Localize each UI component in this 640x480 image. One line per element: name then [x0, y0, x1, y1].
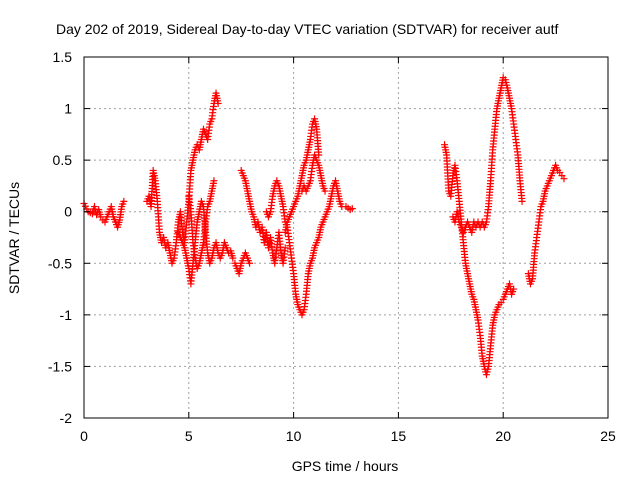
y-axis-label: SDTVAR / TECUs — [6, 182, 22, 294]
data-point-marker — [229, 254, 237, 262]
x-tick-label: 15 — [391, 428, 407, 444]
y-tick-label: -1 — [60, 307, 73, 323]
x-tick-label: 20 — [495, 428, 511, 444]
data-point-marker — [120, 197, 128, 205]
x-tick-label: 0 — [80, 428, 88, 444]
x-tick-label: 10 — [286, 428, 302, 444]
y-tick-label: 1.5 — [53, 49, 73, 65]
y-tick-label: -2 — [60, 410, 73, 426]
plot-frame — [83, 56, 609, 419]
y-tick-label: 0 — [64, 204, 72, 220]
chart-title: Day 202 of 2019, Sidereal Day-to-day VTE… — [56, 21, 559, 37]
data-point-marker — [348, 205, 356, 213]
data-point-marker — [321, 187, 329, 195]
data-point-marker — [281, 244, 289, 252]
x-tick-label: 25 — [600, 428, 616, 444]
data-point-marker — [214, 99, 222, 107]
data-point-marker — [210, 177, 218, 185]
grid-lines — [84, 57, 608, 418]
x-tick-label: 5 — [185, 428, 193, 444]
y-tick-label: 1 — [64, 101, 72, 117]
x-axis-label: GPS time / hours — [292, 458, 399, 474]
data-points — [80, 74, 568, 379]
data-point-marker — [560, 175, 568, 183]
y-tick-label: -1.5 — [48, 358, 72, 374]
data-point-marker — [510, 285, 518, 293]
tick-labels: 0 5 10 15 20 25 -2 -1.5 -1 -0.5 0 0.5 1 1.5 — [48, 49, 616, 444]
y-tick-label: 0.5 — [53, 152, 73, 168]
data-point-marker — [246, 259, 254, 267]
data-point-marker — [518, 197, 526, 205]
y-tick-label: -0.5 — [48, 255, 72, 271]
